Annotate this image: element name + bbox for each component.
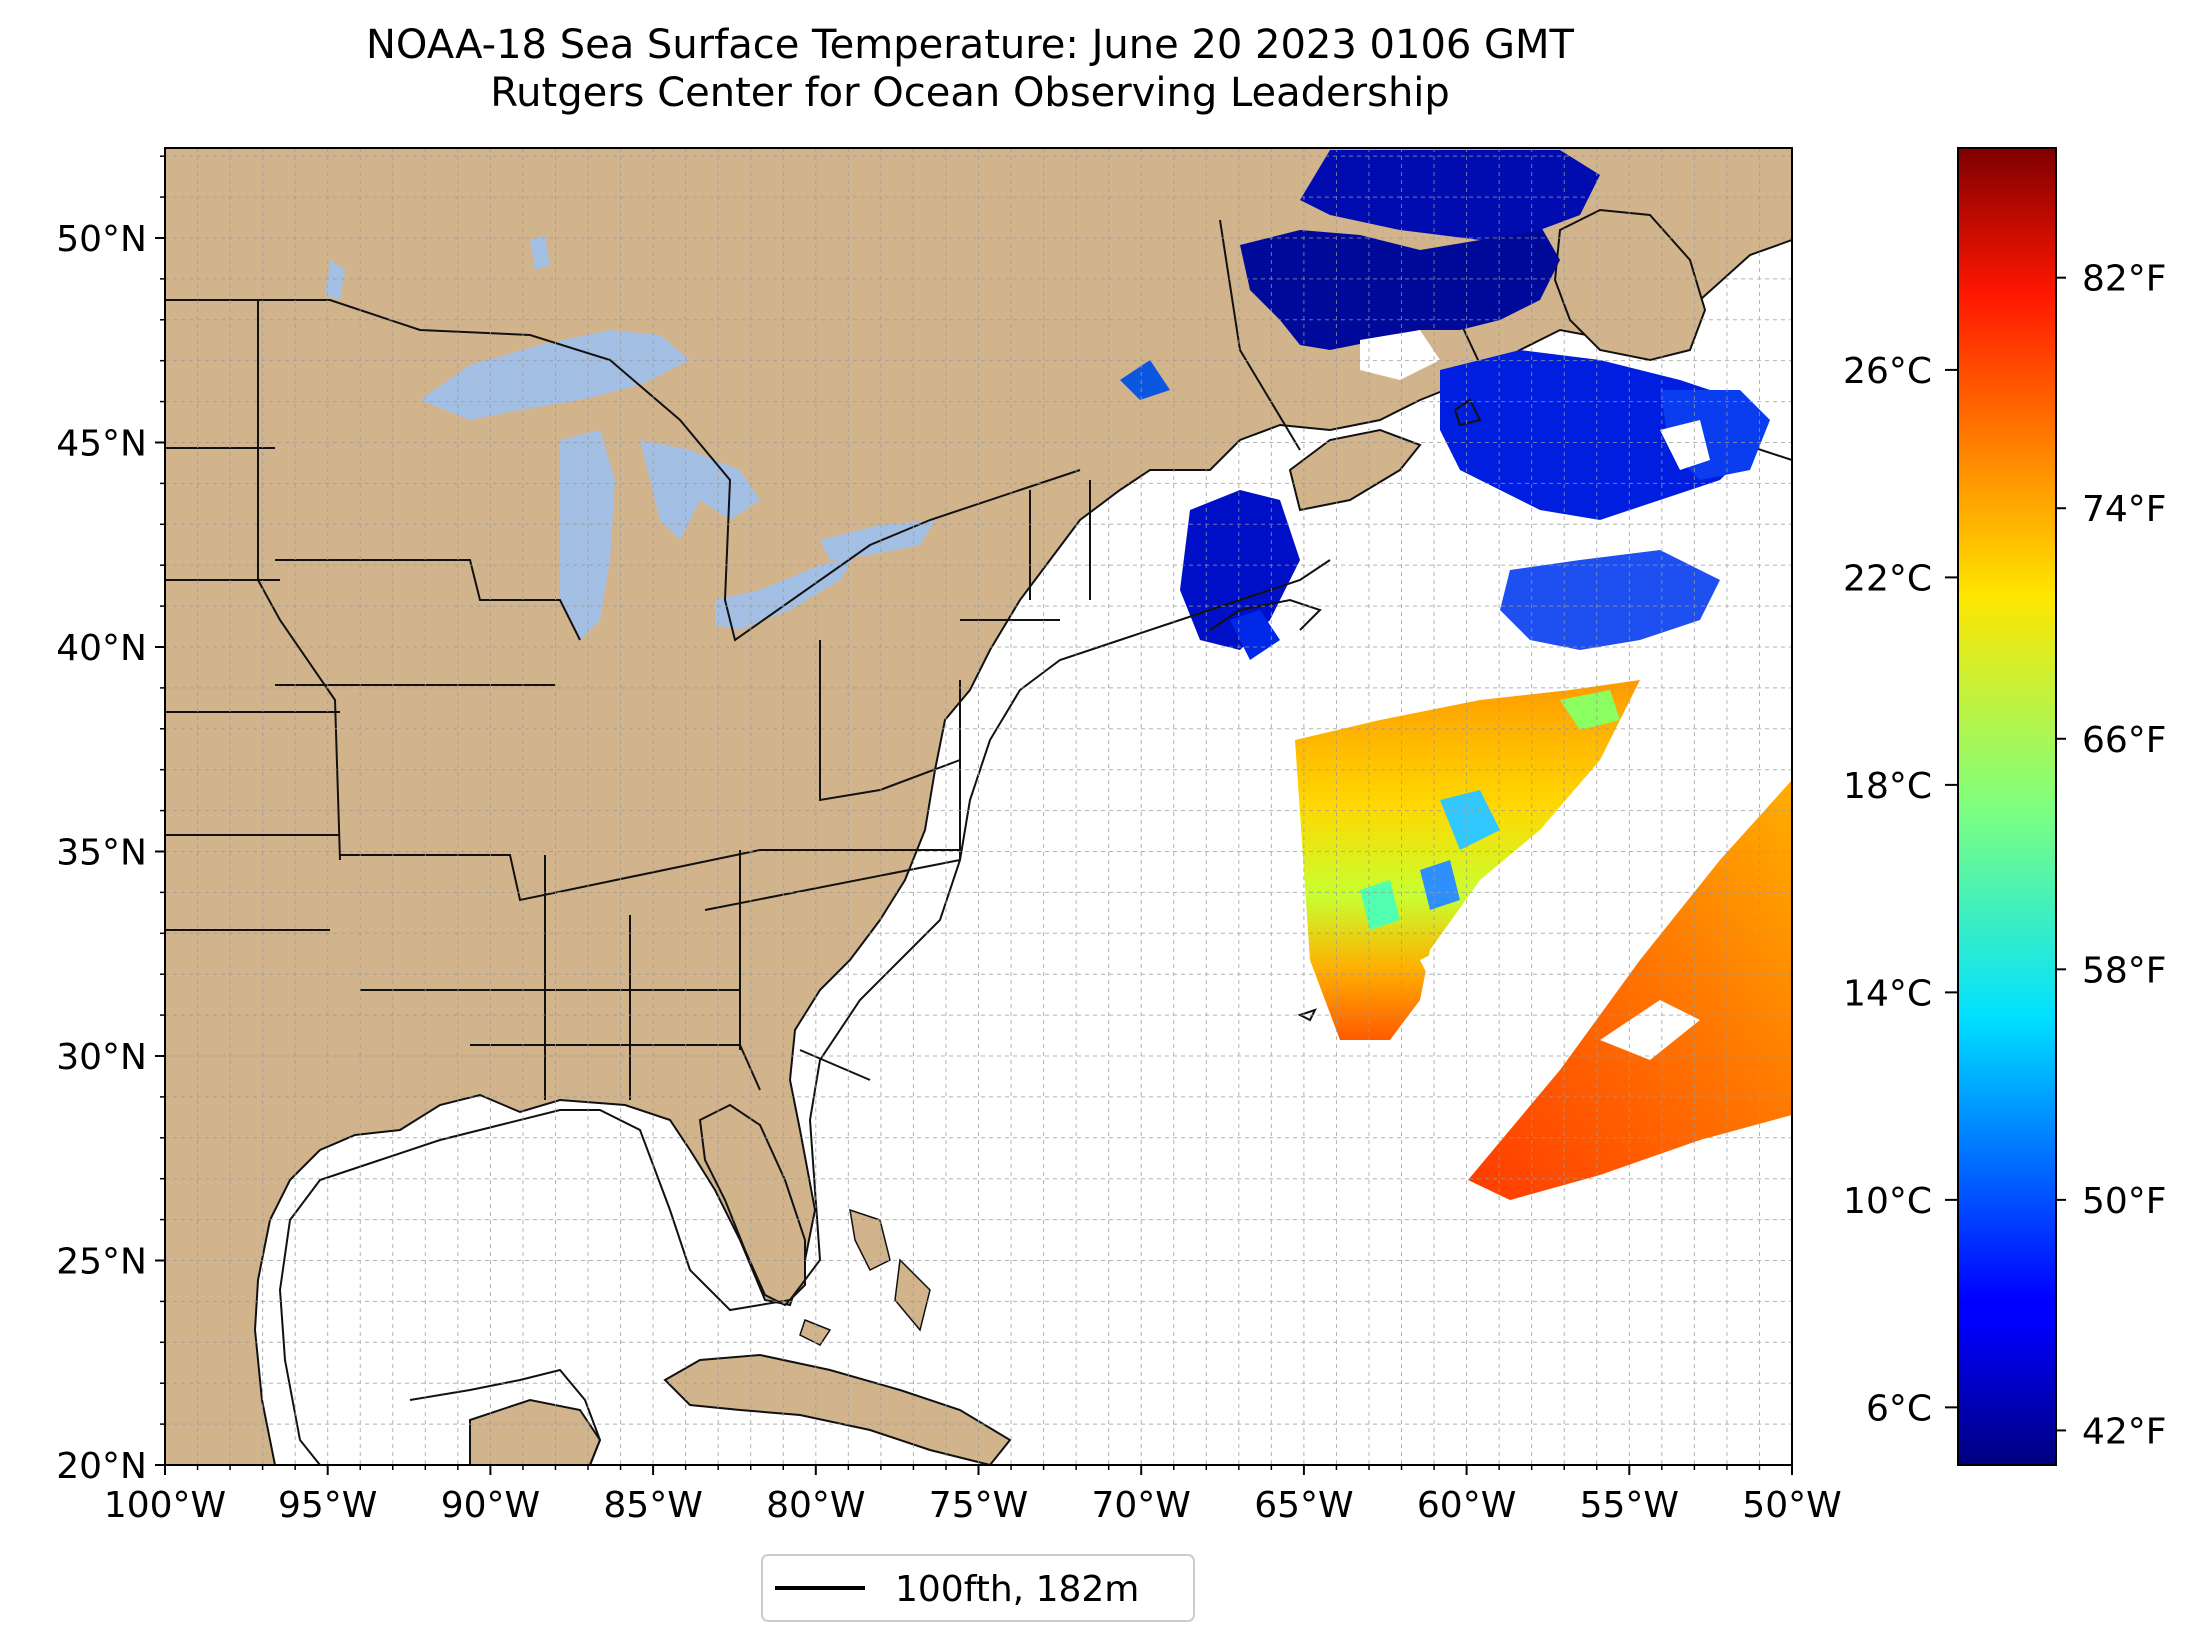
lon-tick-label: 75°W bbox=[929, 1485, 1028, 1526]
lat-tick-label: 50°N bbox=[56, 219, 147, 260]
graticule bbox=[165, 148, 1792, 1465]
colorbar-c-label: 26°C bbox=[1843, 351, 1932, 392]
great-lakes bbox=[325, 235, 935, 640]
colorbar-f-label: 42°F bbox=[2082, 1411, 2167, 1452]
lat-tick-label: 40°N bbox=[56, 628, 147, 669]
longitude-axis: 100°W 95°W 90°W 85°W 80°W 75°W 70°W 65°W 60°W 55°… bbox=[104, 1465, 1842, 1526]
lon-tick-label: 90°W bbox=[441, 1485, 540, 1526]
latitude-axis: 20°N 25°N 30°N 35°N 40°N 45°N 50°N bbox=[56, 155, 165, 1487]
colorbar-c-label: 10°C bbox=[1843, 1181, 1932, 1222]
colorbar-gradient bbox=[1957, 147, 2057, 1466]
lon-tick-label: 55°W bbox=[1580, 1485, 1679, 1526]
chart-subtitle: Rutgers Center for Ocean Observing Leade… bbox=[490, 70, 1450, 116]
cloud-mask bbox=[1360, 330, 1710, 1060]
legend-label: 100fth, 182m bbox=[895, 1569, 1139, 1610]
lon-tick-label: 95°W bbox=[278, 1485, 377, 1526]
colorbar-fahrenheit-axis: 82°F 74°F 66°F 58°F 50°F 42°F bbox=[2056, 259, 2167, 1452]
lat-tick-label: 20°N bbox=[56, 1446, 147, 1487]
lat-tick-label: 45°N bbox=[56, 423, 147, 464]
colorbar-f-label: 66°F bbox=[2082, 720, 2167, 761]
lon-tick-label: 60°W bbox=[1417, 1485, 1516, 1526]
lat-tick-label: 35°N bbox=[56, 832, 147, 873]
colorbar-c-label: 18°C bbox=[1843, 766, 1932, 807]
colorbar-f-label: 74°F bbox=[2082, 489, 2167, 530]
land-cuba bbox=[663, 1353, 1012, 1465]
lon-tick-label: 50°W bbox=[1742, 1485, 1841, 1526]
political-borders bbox=[165, 219, 1792, 1100]
lat-tick-label: 25°N bbox=[56, 1241, 147, 1282]
colorbar-f-label: 50°F bbox=[2082, 1181, 2167, 1222]
land-newfoundland bbox=[1553, 208, 1707, 362]
lon-tick-label: 70°W bbox=[1091, 1485, 1190, 1526]
colorbar-f-label: 58°F bbox=[2082, 950, 2167, 991]
lon-tick-label: 100°W bbox=[104, 1485, 226, 1526]
colorbar: 26°C 22°C 18°C 14°C 10°C 6°C 82°F 74°F 66°F 58°F… bbox=[1843, 147, 2167, 1466]
legend: 100fth, 182m bbox=[761, 1554, 1195, 1622]
colorbar-celsius-axis: 26°C 22°C 18°C 14°C 10°C 6°C bbox=[1843, 351, 1958, 1429]
land-nova-scotia bbox=[1288, 428, 1422, 512]
lat-tick-label: 30°N bbox=[56, 1037, 147, 1078]
legend-box bbox=[761, 1554, 1195, 1622]
land-bahamas bbox=[799, 1208, 931, 1346]
lon-tick-label: 85°W bbox=[603, 1485, 702, 1526]
sst-cold-water bbox=[1120, 150, 1770, 660]
map-content bbox=[165, 148, 1792, 1465]
colorbar-c-label: 6°C bbox=[1866, 1388, 1932, 1429]
isobath-100fth bbox=[278, 398, 1482, 1465]
colorbar-f-label: 82°F bbox=[2082, 259, 2167, 300]
lon-tick-label: 80°W bbox=[766, 1485, 865, 1526]
colorbar-c-label: 14°C bbox=[1843, 973, 1932, 1014]
lon-tick-label: 65°W bbox=[1254, 1485, 1353, 1526]
sst-gulf-stream-swath bbox=[1468, 780, 1792, 1200]
chart-title: NOAA-18 Sea Surface Temperature: June 20… bbox=[365, 22, 1574, 68]
colorbar-c-label: 22°C bbox=[1843, 558, 1932, 599]
